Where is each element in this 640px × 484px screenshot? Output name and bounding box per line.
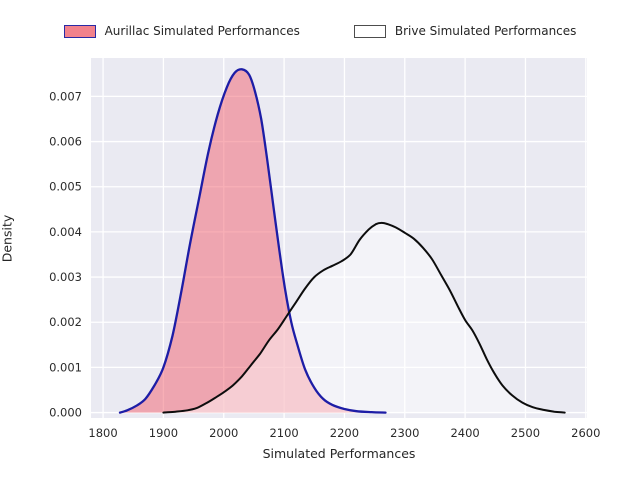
x-tick-label: 2000 — [209, 426, 238, 440]
legend: Aurillac Simulated Performances Brive Si… — [0, 18, 640, 44]
x-tick-label: 2500 — [511, 426, 540, 440]
x-axis-label: Simulated Performances — [262, 446, 416, 461]
x-tick-label: 1800 — [88, 426, 117, 440]
y-axis-label: Density — [0, 214, 15, 263]
y-tick-label: 0.002 — [49, 315, 82, 329]
aurillac-density-curve — [118, 68, 387, 414]
aurillac-swatch-icon — [63, 24, 96, 38]
y-tick-label: 0.001 — [49, 360, 82, 374]
x-tick-label: 2200 — [330, 426, 359, 440]
y-tick-label: 0.006 — [49, 135, 82, 149]
y-tick-label: 0.007 — [49, 89, 82, 103]
y-tick-label: 0.003 — [49, 270, 82, 284]
brive-swatch-icon — [353, 24, 386, 38]
legend-entry-aurillac: Aurillac Simulated Performances — [63, 24, 300, 38]
y-tick-label: 0.004 — [49, 225, 82, 239]
legend-label-brive: Brive Simulated Performances — [394, 24, 577, 38]
x-tick-label: 2300 — [390, 426, 419, 440]
x-tick-label: 2600 — [571, 426, 600, 440]
brive-density-curve — [162, 221, 566, 414]
x-tick-label: 1900 — [149, 426, 178, 440]
aurillac-density-fill — [120, 69, 386, 413]
x-tick-label: 2400 — [450, 426, 479, 440]
y-tick-label: 0.005 — [49, 180, 82, 194]
legend-entry-brive: Brive Simulated Performances — [353, 24, 577, 38]
legend-label-aurillac: Aurillac Simulated Performances — [104, 24, 300, 38]
brive-density-fill — [163, 222, 565, 413]
y-tick-label: 0.000 — [49, 406, 82, 420]
x-tick-label: 2100 — [269, 426, 298, 440]
